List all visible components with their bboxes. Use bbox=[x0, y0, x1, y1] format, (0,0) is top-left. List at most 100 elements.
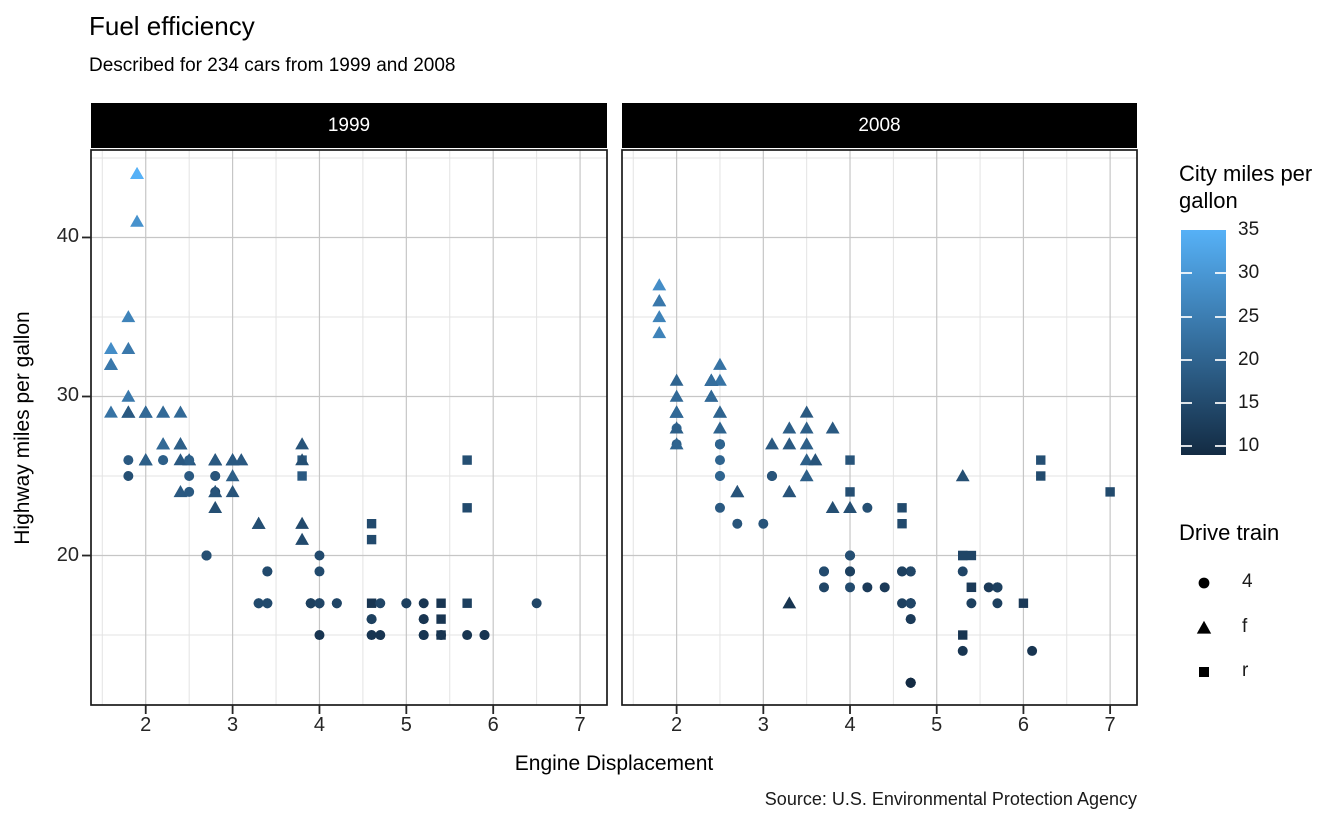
data-point bbox=[104, 357, 118, 370]
data-point bbox=[714, 439, 725, 450]
data-point bbox=[123, 455, 134, 466]
data-point bbox=[462, 630, 473, 641]
panel-border bbox=[621, 149, 1138, 706]
colorbar-tick bbox=[1215, 358, 1226, 361]
x-tick-label: 7 bbox=[574, 714, 586, 736]
data-point bbox=[156, 405, 171, 418]
colorbar-tick bbox=[1181, 315, 1192, 318]
data-point bbox=[295, 437, 309, 450]
data-point bbox=[845, 455, 855, 465]
data-point bbox=[121, 405, 136, 418]
data-point bbox=[957, 566, 968, 577]
data-point bbox=[104, 405, 118, 418]
data-point bbox=[331, 598, 342, 609]
data-point bbox=[366, 534, 377, 545]
x-tick-label: 2 bbox=[671, 714, 683, 736]
data-point bbox=[208, 453, 223, 466]
data-point bbox=[782, 596, 797, 609]
data-point bbox=[730, 485, 745, 498]
data-point bbox=[819, 582, 830, 593]
data-point bbox=[479, 630, 490, 641]
data-point bbox=[992, 598, 1003, 609]
data-point bbox=[808, 453, 823, 466]
colorbar-legend-title: City miles per gallon bbox=[1179, 161, 1313, 213]
data-point bbox=[225, 453, 240, 466]
data-point bbox=[897, 503, 907, 513]
plot-title: Fuel efficiency bbox=[89, 11, 255, 41]
data-point bbox=[905, 677, 916, 688]
colorbar-gradient bbox=[1181, 230, 1226, 455]
data-point bbox=[295, 453, 309, 466]
data-point bbox=[897, 598, 908, 609]
legend-symbol-circle-icon bbox=[1198, 577, 1210, 589]
data-point bbox=[958, 550, 968, 561]
data-point bbox=[782, 421, 797, 434]
data-point bbox=[121, 310, 136, 323]
data-point bbox=[669, 421, 684, 434]
data-point bbox=[845, 550, 856, 561]
data-point bbox=[173, 453, 188, 466]
data-point bbox=[966, 582, 977, 593]
data-point bbox=[669, 373, 684, 386]
data-point bbox=[314, 598, 325, 609]
data-point bbox=[862, 582, 873, 593]
data-point bbox=[713, 421, 727, 434]
data-point bbox=[158, 455, 169, 466]
data-point bbox=[669, 437, 684, 450]
x-tick-label: 4 bbox=[313, 714, 326, 736]
legend-symbol-square-icon bbox=[1199, 667, 1209, 677]
data-point bbox=[138, 405, 153, 418]
data-point bbox=[799, 453, 814, 466]
data-point bbox=[843, 500, 857, 514]
data-point bbox=[401, 598, 412, 609]
plot-subtitle: Described for 234 cars from 1999 and 200… bbox=[89, 55, 456, 76]
legend-item-label: r bbox=[1242, 660, 1249, 681]
data-point bbox=[297, 471, 307, 481]
data-point bbox=[799, 421, 814, 434]
data-point bbox=[314, 566, 325, 577]
data-point bbox=[825, 500, 840, 514]
x-tick-label: 5 bbox=[931, 714, 943, 736]
data-point bbox=[314, 630, 325, 641]
data-point bbox=[375, 598, 386, 609]
data-point bbox=[305, 598, 316, 609]
data-point bbox=[782, 485, 797, 498]
colorbar-tick-label: 30 bbox=[1238, 262, 1260, 284]
data-point bbox=[714, 471, 725, 482]
data-point bbox=[184, 455, 195, 466]
data-point bbox=[462, 455, 472, 465]
colorbar-tick bbox=[1215, 445, 1226, 448]
data-point bbox=[799, 405, 814, 418]
data-point bbox=[253, 598, 264, 609]
data-point bbox=[713, 405, 727, 418]
data-point bbox=[173, 437, 188, 450]
legend-item-label: f bbox=[1242, 616, 1248, 637]
data-point bbox=[418, 614, 429, 625]
colorbar-tick-label: 10 bbox=[1238, 435, 1260, 457]
data-point bbox=[173, 485, 188, 498]
data-point bbox=[957, 645, 968, 656]
data-point bbox=[713, 357, 727, 370]
colorbar-tick-label: 35 bbox=[1238, 219, 1260, 240]
x-axis-label: Engine Displacement bbox=[514, 752, 714, 775]
colorbar-tick bbox=[1215, 272, 1226, 275]
data-point bbox=[201, 550, 212, 561]
data-point bbox=[138, 453, 153, 466]
data-point bbox=[714, 502, 725, 513]
data-point bbox=[714, 455, 725, 466]
data-point bbox=[732, 518, 743, 529]
data-point bbox=[782, 437, 797, 450]
colorbar-tick-label: 15 bbox=[1238, 392, 1260, 414]
x-tick-label: 3 bbox=[757, 714, 769, 736]
y-tick-label: 40 bbox=[56, 225, 79, 248]
data-point bbox=[669, 405, 684, 418]
data-point bbox=[375, 630, 386, 641]
data-point bbox=[983, 582, 994, 593]
colorbar-tick bbox=[1215, 402, 1226, 405]
x-tick-label: 6 bbox=[487, 714, 499, 736]
legend-item-label: 4 bbox=[1242, 571, 1253, 592]
data-point bbox=[652, 325, 667, 339]
data-point bbox=[123, 471, 134, 482]
x-tick-label: 2 bbox=[140, 714, 152, 736]
colorbar-tick bbox=[1181, 358, 1192, 361]
